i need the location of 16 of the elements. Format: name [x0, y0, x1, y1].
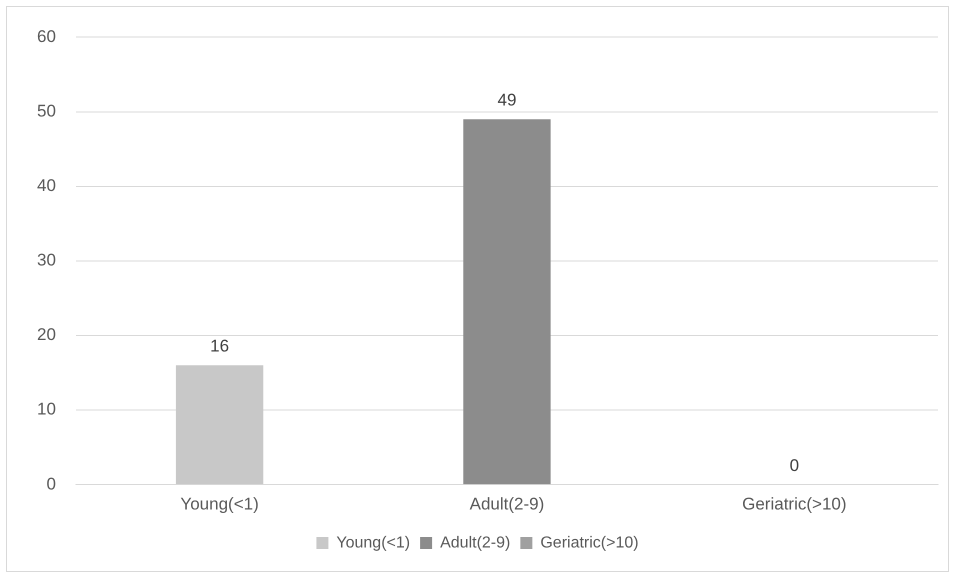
- legend-label: Geriatric(>10): [540, 534, 639, 552]
- y-tick-label: 0: [46, 474, 56, 494]
- x-tick-label: Adult(2-9): [470, 494, 544, 514]
- data-label: 49: [497, 90, 516, 110]
- legend-label: Young(<1): [336, 534, 410, 552]
- y-tick-label: 40: [36, 176, 56, 196]
- data-label: 16: [210, 336, 230, 356]
- x-tick-label: Young(<1): [180, 494, 259, 514]
- y-tick-label: 10: [36, 400, 56, 419]
- y-tick-label: 50: [36, 101, 56, 120]
- y-tick-label: 30: [36, 250, 56, 270]
- y-tick-label: 20: [36, 325, 56, 344]
- data-label: 0: [790, 456, 800, 475]
- y-tick-label: 60: [36, 26, 56, 46]
- legend-label: Adult(2-9): [440, 534, 510, 552]
- x-tick-label: Geriatric(>10): [742, 494, 847, 514]
